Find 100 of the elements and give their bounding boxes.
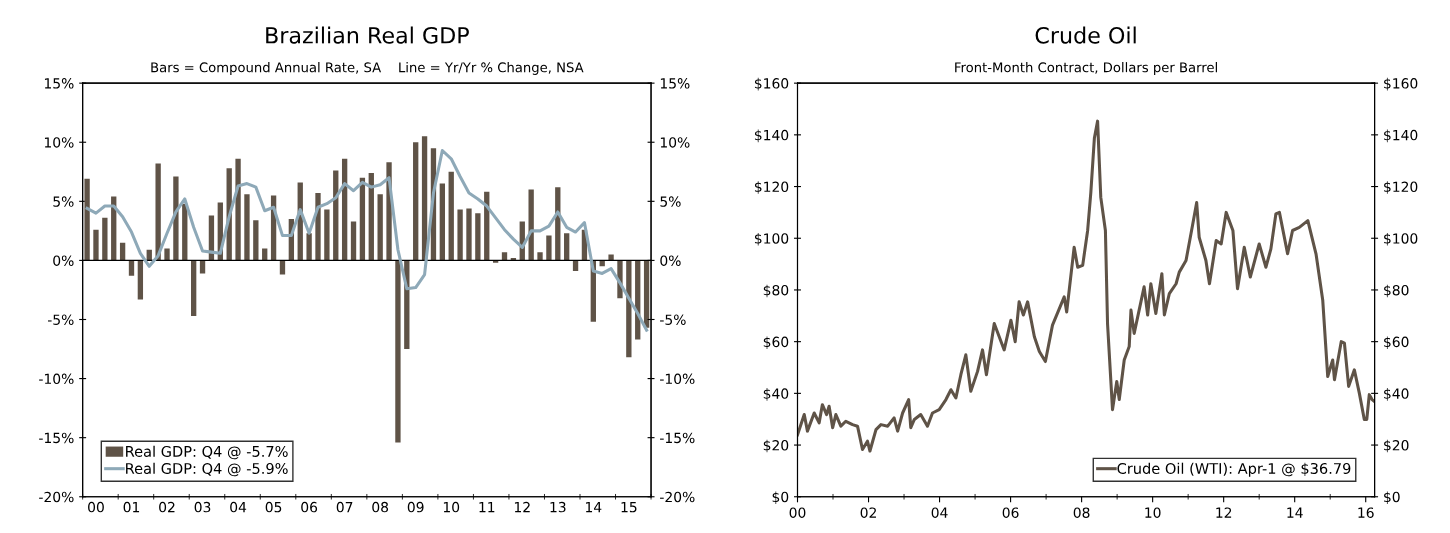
y-tick-label: -15% [39, 432, 74, 444]
y-tick-label: 0% [53, 255, 74, 266]
x-tick-label: 14 [1287, 507, 1303, 518]
y-tick-label: $60 [763, 336, 789, 349]
bar [643, 260, 650, 328]
y2-tick-label: 15% [660, 78, 690, 89]
bar [626, 260, 632, 358]
bar [84, 178, 90, 261]
bar [528, 189, 534, 261]
bar [475, 213, 481, 261]
bar [137, 260, 144, 300]
bar [173, 176, 179, 261]
x-tick-label: 07 [336, 501, 353, 513]
y2-tick-label: 10% [660, 137, 690, 148]
x-tick-label: 06 [1002, 507, 1019, 518]
bar [350, 221, 357, 261]
bar [324, 209, 330, 261]
x-tick-label: 02 [159, 501, 175, 513]
line-series [85, 148, 649, 332]
y-tick-label: $160 [754, 77, 789, 91]
y2-tick-label: -10% [660, 373, 695, 385]
x-tick-label: 05 [265, 501, 282, 513]
bar [253, 220, 259, 261]
bar [155, 163, 161, 261]
y-tick-label: 10% [44, 137, 74, 148]
chart-title: Crude Oil [1035, 26, 1136, 44]
bar [377, 194, 383, 261]
x-tick-label: 12 [1216, 507, 1232, 518]
y-tick-label: $140 [754, 129, 789, 143]
y-tick-label: 15% [44, 78, 74, 89]
y2-tick-label: 0% [660, 255, 681, 266]
bar [466, 208, 472, 261]
x-tick-label: 04 [931, 507, 948, 518]
y2-tick-label: 5% [660, 196, 681, 207]
x-tick-label: 10 [1145, 507, 1161, 518]
bar [93, 229, 99, 261]
x-tick-label: 01 [123, 501, 140, 513]
y-tick-label: $100 [754, 232, 789, 246]
y-tick-label: -10% [39, 373, 74, 385]
bar [235, 158, 241, 261]
y2-tick-label: $140 [1384, 129, 1418, 143]
x-tick-label: 08 [1073, 507, 1090, 518]
bar [457, 209, 463, 261]
x-tick-label: 16 [1358, 507, 1374, 518]
chart-subtitle: Bars = Compound Annual Rate, SA Line = Yr/Yr % Change, NSA [151, 62, 584, 75]
y2-tick-label: $60 [1384, 336, 1409, 349]
x-tick-label: 02 [860, 507, 876, 518]
chart-subtitle: Front-Month Contract, Dollars per Barrel [955, 62, 1217, 75]
y2-tick-label: $80 [1384, 284, 1409, 298]
x-tick-label: 09 [407, 501, 424, 513]
bar [244, 194, 250, 261]
y2-tick-label: $20 [1384, 439, 1409, 453]
x-tick-label: 13 [550, 501, 566, 513]
x-tick-label: 11 [479, 502, 495, 513]
bar [182, 203, 188, 261]
bar [368, 172, 374, 261]
y2-tick-label: $120 [1384, 181, 1418, 194]
x-tick-label: 14 [586, 502, 602, 513]
y2-tick-label: $40 [1384, 388, 1409, 401]
y-tick-label: $0 [772, 491, 789, 505]
bar [448, 171, 454, 261]
y-tick-label: $80 [763, 284, 789, 298]
y2-tick-label: -20% [660, 491, 695, 503]
bar [191, 260, 197, 316]
y-tick-label: -5% [47, 314, 74, 325]
x-tick-label: 00 [789, 507, 806, 518]
legend-label: Real GDP: Q4 @ -5.7% [126, 445, 288, 460]
bar [279, 260, 286, 275]
bar [306, 233, 312, 261]
x-tick-label: 15 [621, 502, 637, 513]
y-tick-label: $40 [763, 388, 789, 401]
bar [421, 136, 428, 261]
legend-label: Real GDP: Q4 @ -5.9% [126, 462, 288, 477]
bar [608, 254, 614, 261]
y2-tick-label: $160 [1384, 77, 1418, 91]
bar [439, 183, 446, 261]
x-tick-label: 06 [301, 501, 318, 513]
line-series [797, 119, 1375, 453]
bar [102, 217, 108, 261]
y2-tick-label: -15% [660, 432, 695, 444]
bar [564, 233, 570, 261]
bar [395, 260, 401, 443]
y-tick-label: $20 [763, 439, 789, 453]
y-tick-label: -20% [39, 491, 74, 503]
x-tick-label: 12 [514, 501, 530, 513]
x-tick-label: 04 [230, 501, 247, 513]
legend-label: Crude Oil (WTI): Apr-1 @ $36.79 [1117, 462, 1351, 477]
bar [315, 193, 321, 261]
x-tick-label: 03 [194, 501, 211, 513]
y2-tick-label: $0 [1384, 491, 1400, 505]
bar [537, 252, 543, 261]
chart-title: Brazilian Real GDP [266, 26, 469, 44]
bar [119, 242, 126, 261]
bar [501, 252, 508, 261]
x-tick-label: 08 [372, 501, 389, 513]
x-tick-label: 10 [443, 501, 460, 513]
x-tick-label: 00 [88, 501, 104, 513]
bar [546, 235, 552, 261]
bar [128, 260, 135, 276]
bar [413, 142, 419, 261]
